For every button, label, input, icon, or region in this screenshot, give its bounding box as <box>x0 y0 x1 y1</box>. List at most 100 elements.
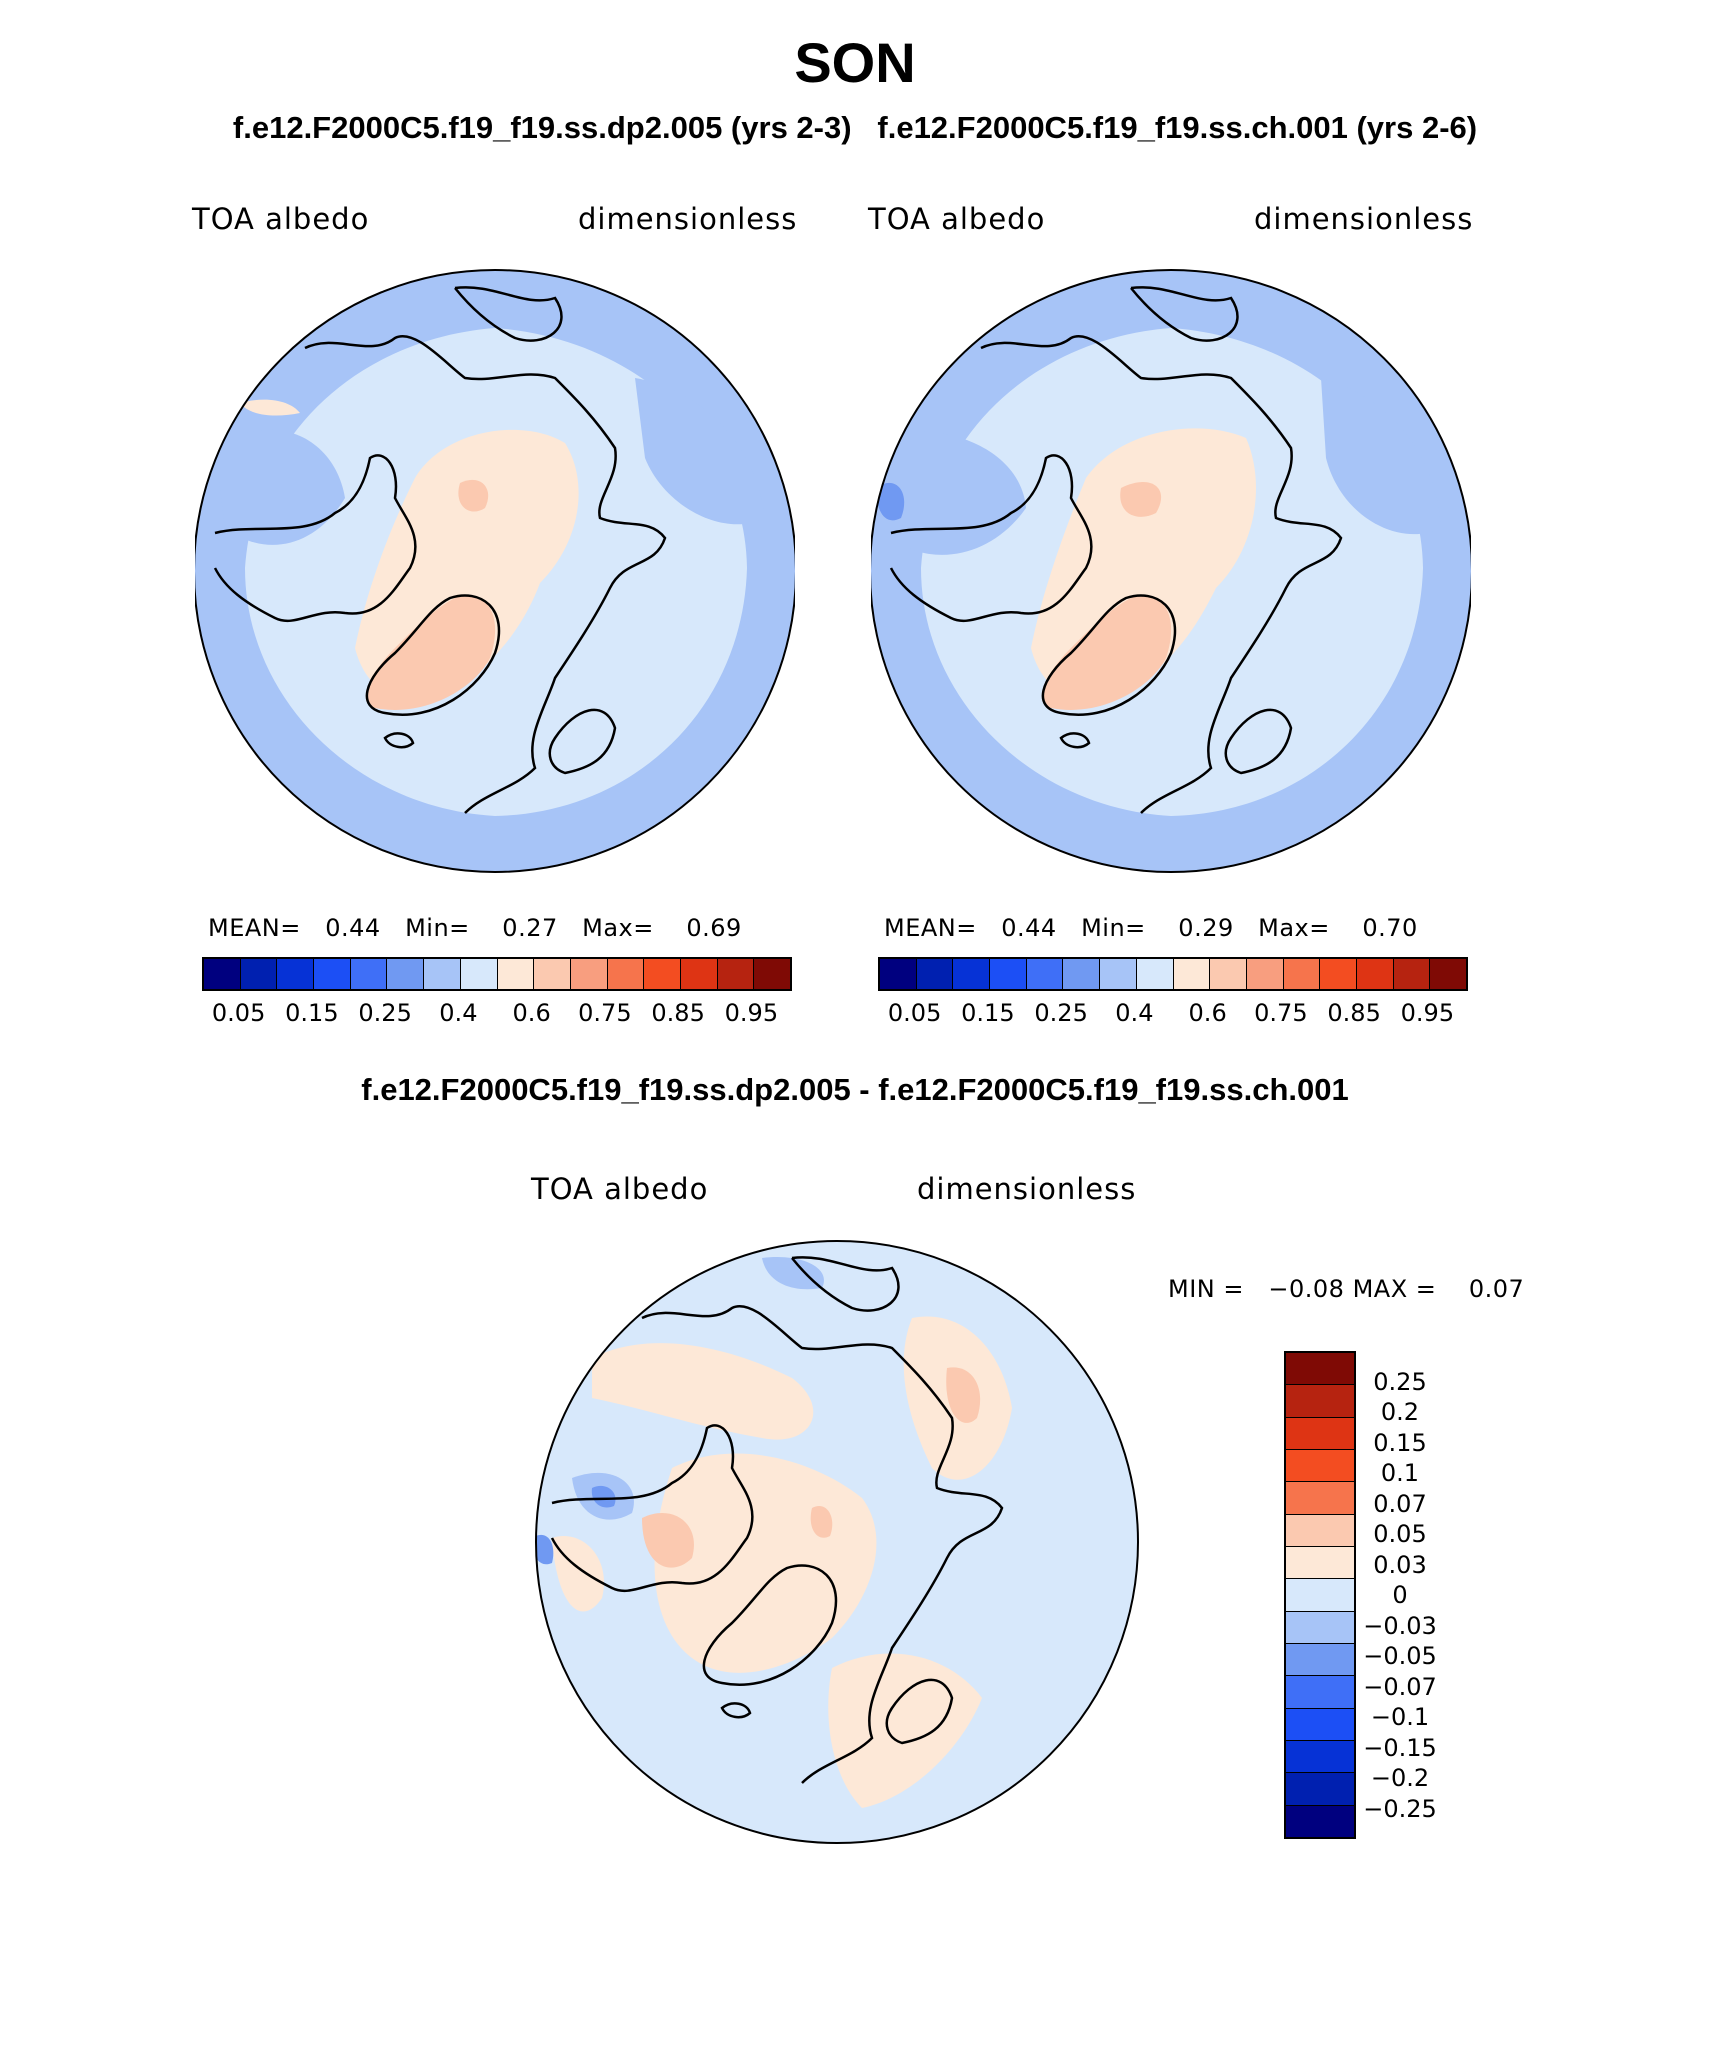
colorbar-tick-label: 0.15 <box>961 999 1015 1027</box>
colorbar-swatch <box>570 959 608 989</box>
panel2-colorbar <box>878 957 1468 991</box>
coastline-iceland <box>720 1702 752 1719</box>
colorbar-swatch <box>1286 1449 1354 1483</box>
case-title-right: f.e12.F2000C5.f19_f19.ss.ch.001 (yrs 2-6… <box>877 110 1478 145</box>
panel1-colorbar <box>202 957 792 991</box>
salmon-east-patch <box>240 399 300 416</box>
diff-variable-label: TOA albedo <box>531 1172 709 1206</box>
case-title-left: f.e12.F2000C5.f19_f19.ss.dp2.005 (yrs 2-… <box>232 110 852 145</box>
panel2-colorbar-ticks: 0.05 0.15 0.25 0.4 0.6 0.75 0.85 0.95 <box>878 999 1464 1029</box>
colorbar-tick-label: −0.03 <box>1363 1611 1437 1640</box>
panel1-mean-label: MEAN= <box>208 914 301 942</box>
colorbar-tick-label: 0.25 <box>1034 999 1088 1027</box>
panel1-min-label: Min= <box>405 914 470 942</box>
diff-units-label: dimensionless <box>917 1172 1137 1206</box>
colorbar-tick-label: 0.15 <box>1373 1428 1427 1457</box>
colorbar-swatch <box>1286 1611 1354 1644</box>
colorbar-tick-label: 0.6 <box>512 999 551 1027</box>
colorbar-tick-label: 0.85 <box>651 999 705 1027</box>
colorbar-swatch <box>1063 959 1101 989</box>
colorbar-tick-label: 0.85 <box>1327 999 1381 1027</box>
dark-blue-west-spot <box>591 1485 616 1508</box>
colorbar-swatch <box>1286 1708 1354 1741</box>
colorbar-swatch <box>1286 1740 1354 1774</box>
difference-title: f.e12.F2000C5.f19_f19.ss.dp2.005 - f.e12… <box>361 1072 1349 1107</box>
diff-min-label: MIN = <box>1168 1275 1244 1303</box>
colorbar-tick-label: −0.1 <box>1370 1703 1430 1731</box>
colorbar-tick-label: 0 <box>1392 1581 1408 1609</box>
colorbar-swatch <box>350 959 388 989</box>
salmon-greenland <box>365 595 496 710</box>
colorbar-swatch <box>1173 959 1211 989</box>
coastline-eurasia <box>304 335 667 814</box>
map-border <box>871 269 1471 873</box>
panel2-stats: MEAN= 0.44 Min= 0.29 Max= 0.70 <box>884 914 1418 942</box>
coastline-canada <box>213 454 417 623</box>
colorbar-swatch <box>1356 959 1394 989</box>
case-titles: f.e12.F2000C5.f19_f19.ss.dp2.005 (yrs 2-… <box>0 110 1710 146</box>
colorbar-swatch <box>1286 1482 1354 1515</box>
diff-colorbar <box>1284 1351 1356 1839</box>
colorbar-swatch <box>1430 959 1466 989</box>
panel2-units-label: dimensionless <box>1254 202 1474 236</box>
colorbar-swatch <box>1286 1805 1354 1837</box>
colorbar-tick-label: 0.4 <box>1115 999 1154 1027</box>
coastline-iceland <box>1059 732 1091 749</box>
diff-max-label: MAX = <box>1352 1275 1437 1303</box>
colorbar-swatch <box>1286 1385 1354 1418</box>
salmon-canada-spot <box>642 1512 694 1568</box>
colorbar-swatch <box>1286 1417 1354 1450</box>
colorbar-swatch <box>460 959 498 989</box>
colorbar-tick-label: 0.2 <box>1380 1398 1420 1426</box>
panel1-max-label: Max= <box>582 914 654 942</box>
coastline-eurasia <box>641 1305 1004 1784</box>
colorbar-tick-label: 0.1 <box>1380 1459 1420 1487</box>
peach-region-south <box>828 1653 982 1808</box>
colorbar-swatch <box>1026 959 1064 989</box>
colorbar-tick-label: −0.07 <box>1363 1672 1437 1701</box>
blue-patch-east <box>635 378 765 525</box>
colorbar-swatch <box>1286 1546 1354 1580</box>
colorbar-swatch <box>880 959 917 989</box>
panel1-units-label: dimensionless <box>578 202 798 236</box>
coastline-scandinavia <box>885 1678 954 1745</box>
colorbar-swatch <box>1246 959 1284 989</box>
diff-max-value: 0.07 <box>1468 1275 1525 1303</box>
colorbar-swatch <box>1286 1514 1354 1547</box>
colorbar-tick-label: 0.95 <box>1400 999 1455 1027</box>
colorbar-tick-label: 0.25 <box>1373 1367 1427 1396</box>
colorbar-swatch <box>1393 959 1431 989</box>
colorbar-swatch <box>1286 1579 1354 1612</box>
panel2-max-label: Max= <box>1258 914 1330 942</box>
colorbar-swatch <box>1100 959 1137 989</box>
panel2-min-label: Min= <box>1081 914 1146 942</box>
panel2-variable-label: TOA albedo <box>868 202 1046 236</box>
panel2-mean-value: 0.44 <box>1001 914 1057 942</box>
colorbar-tick-label: 0.05 <box>1373 1520 1427 1548</box>
colorbar-tick-label: 0.25 <box>358 999 412 1027</box>
diff-stats: MIN = −0.08 MAX = 0.07 <box>1168 1275 1524 1303</box>
salmon-center <box>458 479 489 512</box>
colorbar-swatch <box>1286 1353 1354 1386</box>
map-border <box>195 269 795 873</box>
coastline-scandinavia <box>1224 708 1293 775</box>
colorbar-swatch <box>680 959 718 989</box>
colorbar-swatch <box>644 959 681 989</box>
colorbar-swatch <box>497 959 535 989</box>
colorbar-swatch <box>1286 1773 1354 1806</box>
blue-patch-east <box>1321 378 1441 535</box>
salmon-greenland <box>1041 595 1172 710</box>
panel1-variable-label: TOA albedo <box>192 202 370 236</box>
panel2-min-value: 0.29 <box>1178 914 1234 942</box>
coastline-canada <box>889 454 1093 623</box>
colorbar-tick-label: 0.75 <box>1254 999 1308 1027</box>
salmon-east-spot <box>946 1367 981 1423</box>
colorbar-tick-label: 0.95 <box>724 999 779 1027</box>
colorbar-swatch <box>916 959 954 989</box>
colorbar-swatch <box>1136 959 1174 989</box>
map-border <box>535 1240 1139 1844</box>
coastline-canada <box>550 1424 754 1593</box>
colorbar-tick-label: 0.05 <box>887 999 942 1027</box>
colorbar-tick-label: −0.05 <box>1363 1642 1437 1670</box>
colorbar-swatch <box>1283 959 1321 989</box>
